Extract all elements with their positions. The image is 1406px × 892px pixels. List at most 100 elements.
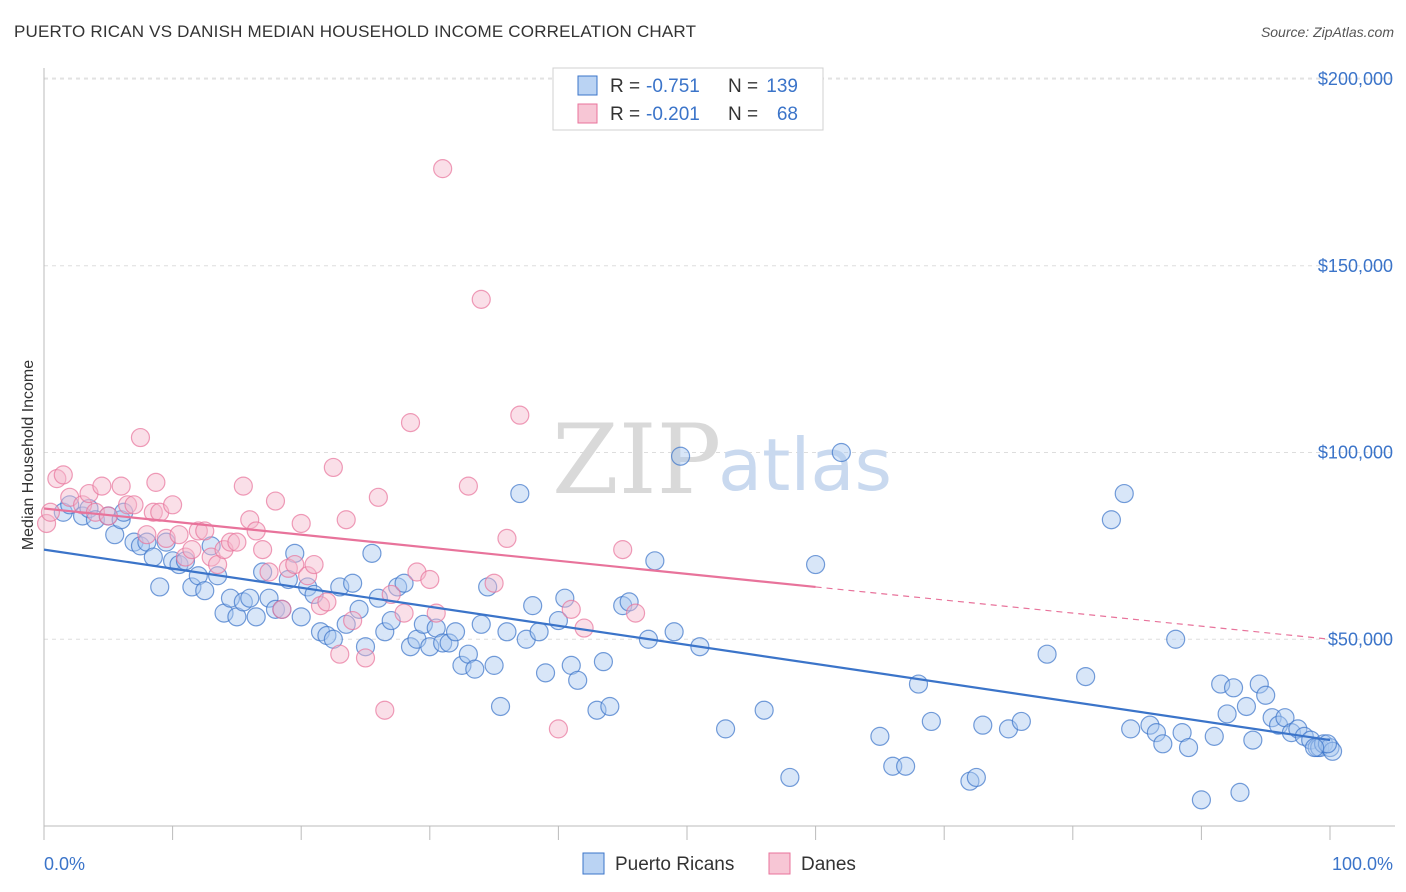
dane-point-50: [375, 700, 395, 720]
legend-swatch-pink: [577, 103, 598, 124]
dane-point-0: [36, 513, 57, 534]
bottom-legend-swatch-blue: [582, 852, 605, 875]
dane-point-35: [265, 491, 286, 511]
puerto-rican-point-101: [1011, 711, 1031, 732]
dane-point-18: [156, 528, 176, 549]
puerto-rican-point-18: [182, 577, 202, 597]
puerto-rican-point-122: [1256, 685, 1276, 705]
puerto-rican-point-105: [1114, 483, 1134, 504]
puerto-rican-point-78: [593, 652, 614, 672]
x-tick-label-min: 0.0%: [44, 854, 85, 874]
puerto-rican-point-85: [670, 446, 691, 466]
dane-point-30: [233, 476, 253, 496]
dane-point-38: [285, 554, 305, 575]
dane-point-13: [130, 427, 151, 448]
puerto-rican-point-12: [143, 547, 163, 567]
puerto-rican-point-68: [510, 483, 530, 504]
dane-point-51: [381, 584, 401, 605]
dane-point-3: [53, 465, 73, 485]
dane-point-22: [182, 540, 202, 560]
dane-point-49: [368, 487, 388, 507]
puerto-rican-point-70: [523, 596, 543, 616]
puerto-rican-point-83: [645, 551, 665, 571]
puerto-rican-point-88: [754, 700, 774, 720]
dane-point-61: [497, 528, 517, 549]
trend-lines: [43, 507, 1331, 742]
legend-r-value: -0.201: [646, 104, 700, 125]
puerto-rican-point-107: [1140, 715, 1160, 735]
puerto-rican-point-114: [1204, 726, 1224, 746]
legend-n-label: N =: [728, 76, 758, 97]
puerto-rican-point-59: [445, 622, 466, 642]
dane-point-41: [304, 554, 324, 575]
dane-point-44: [323, 457, 343, 478]
dane-point-11: [117, 495, 138, 515]
legend-r-label: R =: [610, 104, 640, 125]
puerto-rican-point-119: [1236, 696, 1257, 717]
puerto-rican-point-121: [1249, 674, 1269, 694]
data-points: [36, 159, 1343, 810]
dane-point-66: [613, 540, 633, 560]
puerto-rican-point-108: [1146, 723, 1166, 743]
puerto-rican-point-74: [555, 588, 575, 608]
dane-point-53: [400, 413, 421, 433]
puerto-rican-point-62: [465, 659, 485, 679]
puerto-rican-trend-line: [43, 548, 1331, 742]
puerto-rican-point-99: [973, 715, 993, 735]
dane-point-43: [317, 592, 337, 612]
dane-point-62: [510, 405, 530, 425]
puerto-rican-point-98: [966, 767, 986, 788]
puerto-rican-point-46: [362, 543, 382, 563]
puerto-rican-point-110: [1166, 629, 1186, 649]
chart-title: PUERTO RICAN VS DANISH MEDIAN HOUSEHOLD …: [14, 22, 697, 41]
puerto-rican-point-72: [535, 663, 556, 683]
dane-point-45: [330, 644, 350, 664]
dane-point-46: [336, 510, 356, 530]
puerto-rican-point-94: [896, 756, 916, 776]
puerto-rican-point-113: [1191, 790, 1212, 810]
puerto-rican-point-48: [375, 622, 395, 642]
puerto-rican-point-55: [420, 637, 440, 657]
puerto-rican-point-71: [529, 622, 549, 642]
puerto-rican-point-35: [291, 607, 311, 627]
puerto-rican-point-115: [1211, 674, 1231, 694]
dane-point-15: [143, 502, 163, 522]
dane-trend-line-extension: [815, 586, 1331, 640]
puerto-rican-point-87: [715, 719, 736, 739]
legend-swatch-blue: [577, 75, 598, 96]
dane-point-12: [124, 495, 144, 515]
source-credit: Source: ZipAtlas.com: [1260, 24, 1394, 40]
y-tick-labels: $50,000 $100,000 $150,000 $200,000: [1318, 69, 1393, 649]
dane-point-8: [92, 476, 112, 496]
dane-trend-line: [43, 507, 816, 589]
puerto-rican-point-43: [343, 573, 363, 593]
dane-point-20: [169, 525, 189, 545]
dane-point-52: [394, 603, 414, 623]
dane-point-63: [548, 719, 569, 739]
puerto-rican-point-84: [664, 622, 684, 642]
x-tick-labels: 0.0% 100.0%: [44, 854, 1393, 874]
puerto-rican-point-24: [220, 588, 241, 608]
puerto-rican-point-117: [1223, 678, 1244, 698]
puerto-rican-point-66: [490, 696, 511, 717]
puerto-rican-point-81: [619, 592, 639, 612]
puerto-rican-point-28: [246, 607, 266, 627]
y-tick-label-0: $50,000: [1328, 629, 1393, 649]
puerto-rican-point-118: [1230, 782, 1250, 802]
dane-point-55: [420, 569, 440, 590]
puerto-rican-point-41: [330, 577, 350, 597]
gridlines: [44, 77, 1395, 640]
puerto-rican-point-91: [831, 442, 851, 463]
dane-point-59: [471, 289, 491, 309]
legend-n-value: 68: [777, 104, 798, 125]
puerto-rican-point-76: [568, 670, 588, 690]
puerto-rican-point-67: [497, 622, 517, 642]
dane-point-23: [188, 521, 208, 541]
puerto-rican-point-77: [587, 700, 607, 720]
dane-point-58: [458, 476, 478, 496]
dane-point-19: [163, 495, 183, 515]
dane-point-64: [561, 599, 581, 619]
dane-point-36: [272, 599, 292, 619]
puerto-rican-point-60: [452, 655, 472, 675]
